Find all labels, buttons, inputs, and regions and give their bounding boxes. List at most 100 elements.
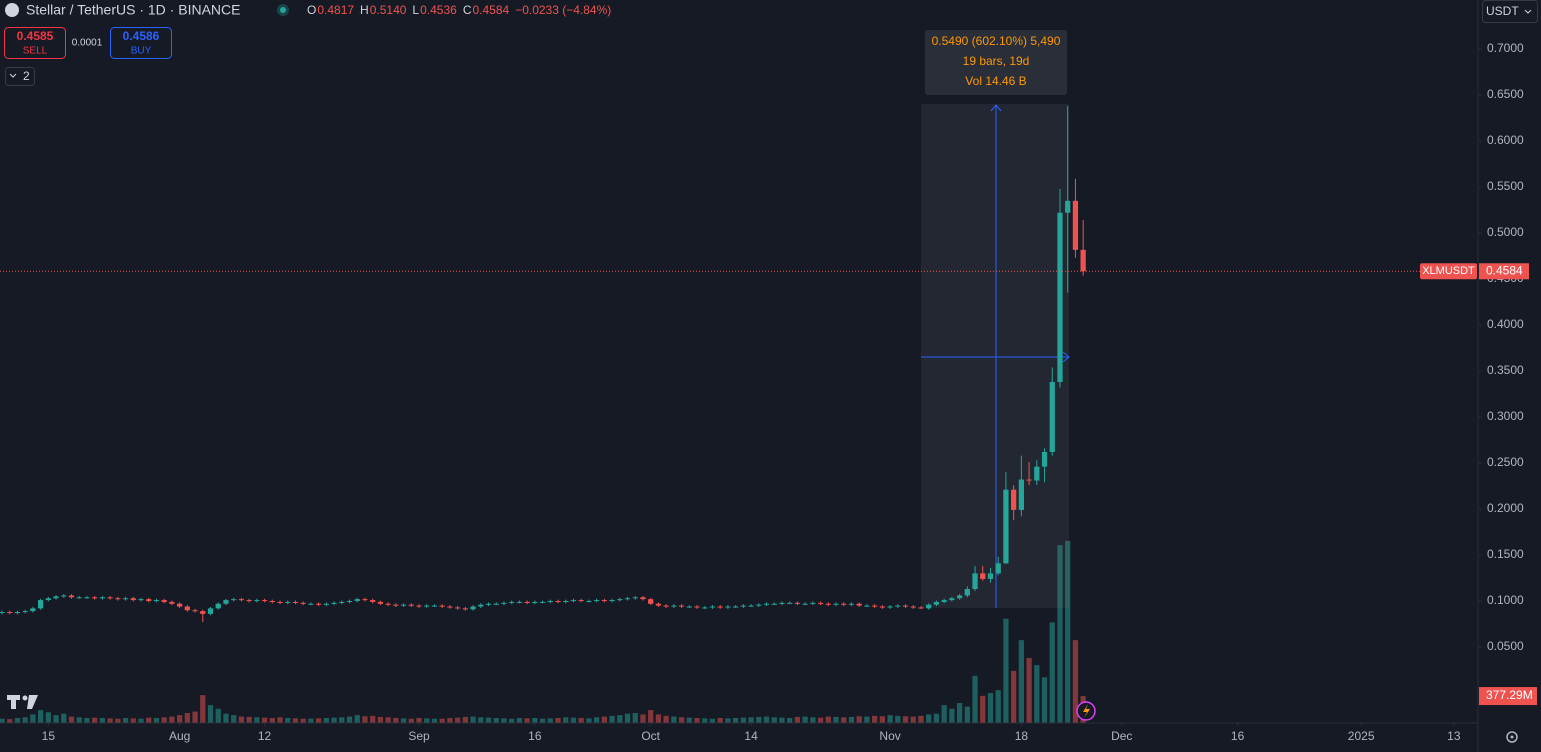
- currency: USDT: [1486, 4, 1519, 18]
- volume-bar: [161, 717, 167, 723]
- volume-bar: [1026, 658, 1032, 723]
- volume-bar: [176, 715, 183, 723]
- candle-body: [956, 595, 963, 599]
- candle-body: [524, 601, 530, 603]
- volume-bar: [1003, 618, 1009, 723]
- candle-body: [393, 604, 399, 606]
- buy-label: BUY: [131, 46, 152, 57]
- volume-tag-label: 377.29M: [1486, 688, 1533, 702]
- x-tick-label: 12: [258, 729, 272, 743]
- ohlc-value: 0.4584: [472, 3, 509, 17]
- candle-body: [570, 600, 577, 602]
- volume-bar: [632, 713, 638, 723]
- volume-bar: [68, 716, 75, 723]
- volume-bar: [153, 718, 160, 723]
- candle-body: [200, 611, 206, 614]
- candle-body: [841, 603, 847, 605]
- candle-body: [493, 603, 499, 605]
- volume-bar: [539, 718, 546, 723]
- volume-bar: [200, 695, 206, 723]
- candle-body: [586, 601, 592, 602]
- candle-body: [532, 601, 538, 603]
- volume-bar: [918, 715, 924, 723]
- indicators-toggle[interactable]: [5, 67, 35, 86]
- candle-body: [1065, 200, 1071, 213]
- volume-bar: [601, 716, 607, 723]
- volume-bar: [37, 710, 44, 723]
- candle-body: [895, 605, 901, 607]
- candle-body: [424, 605, 430, 607]
- candle-body: [292, 601, 299, 603]
- volume-bar: [872, 715, 878, 723]
- candle-body: [14, 612, 21, 614]
- volume-bar: [122, 718, 129, 723]
- candle-body: [964, 589, 970, 596]
- candle-body: [941, 600, 947, 602]
- ohlc: O 0.4817 H 0.5140 L 0.4536 C 0.4584 −0.0233 (−4.…: [307, 3, 611, 17]
- candle-body: [539, 601, 546, 603]
- volume-bar: [555, 718, 561, 723]
- volume-bar: [107, 718, 113, 723]
- volume-bar: [1034, 665, 1040, 723]
- candle-body: [107, 597, 113, 599]
- candle-body: [509, 601, 515, 603]
- volume-bar: [655, 714, 662, 723]
- volume-bar: [354, 715, 360, 723]
- volume-bar: [1049, 622, 1055, 723]
- candle-body: [246, 600, 252, 602]
- volume-bar: [756, 716, 762, 723]
- candle-body: [138, 599, 144, 601]
- sell-price: 0.4585: [17, 29, 54, 43]
- volume-tag: [1479, 687, 1537, 706]
- candle-body: [787, 602, 793, 604]
- candle-body: [308, 603, 314, 605]
- candle-body: [385, 603, 391, 605]
- candle-body: [408, 604, 414, 606]
- volume-bar: [902, 716, 909, 723]
- buy-button[interactable]: [110, 27, 172, 59]
- candle-body: [632, 597, 638, 599]
- volume-bar: [524, 718, 530, 723]
- market-status: [280, 7, 286, 13]
- candle-body: [462, 608, 468, 610]
- y-tick-label: 0.6500: [1487, 87, 1524, 101]
- volume-bar: [377, 716, 384, 723]
- candle-body: [339, 601, 345, 603]
- candle-body: [254, 600, 260, 602]
- candle-body: [285, 601, 291, 603]
- candle-body: [1018, 479, 1024, 510]
- candle-body: [648, 599, 654, 604]
- volume-bar: [1011, 670, 1017, 723]
- candle-body: [455, 607, 461, 609]
- settings-icon[interactable]: [1506, 731, 1518, 743]
- y-tick-label: 0.5500: [1487, 179, 1524, 193]
- volume-bar: [416, 718, 422, 723]
- candle-body: [377, 601, 384, 604]
- candle-body: [22, 611, 28, 613]
- candle-body: [277, 601, 283, 603]
- volume-bar: [926, 714, 932, 723]
- candle-body: [678, 605, 685, 607]
- volume-bar: [269, 718, 275, 723]
- candle-body: [918, 607, 924, 609]
- currency-chevron: [1524, 9, 1532, 14]
- candle-body: [115, 598, 121, 600]
- volume-bar: [470, 716, 476, 723]
- volume-bar: [1041, 677, 1048, 723]
- settings-dot: [1510, 735, 1514, 739]
- candle-body: [346, 601, 353, 602]
- volume-bar: [686, 717, 692, 723]
- currency-select[interactable]: [1482, 0, 1538, 23]
- volume-bar: [238, 716, 245, 723]
- ohlc-key: O: [307, 3, 316, 17]
- ohlc-key: H: [360, 3, 369, 17]
- candle-body: [362, 599, 368, 601]
- candle-body: [400, 604, 407, 606]
- volume-bar: [825, 716, 831, 723]
- candle-body: [902, 605, 909, 607]
- volume-bar: [169, 716, 175, 723]
- sell-button[interactable]: [4, 27, 66, 59]
- symbol-title: Stellar / TetherUS · 1D · BINANCE: [26, 2, 240, 18]
- volume-bar: [563, 717, 569, 723]
- volume-bar: [856, 716, 862, 723]
